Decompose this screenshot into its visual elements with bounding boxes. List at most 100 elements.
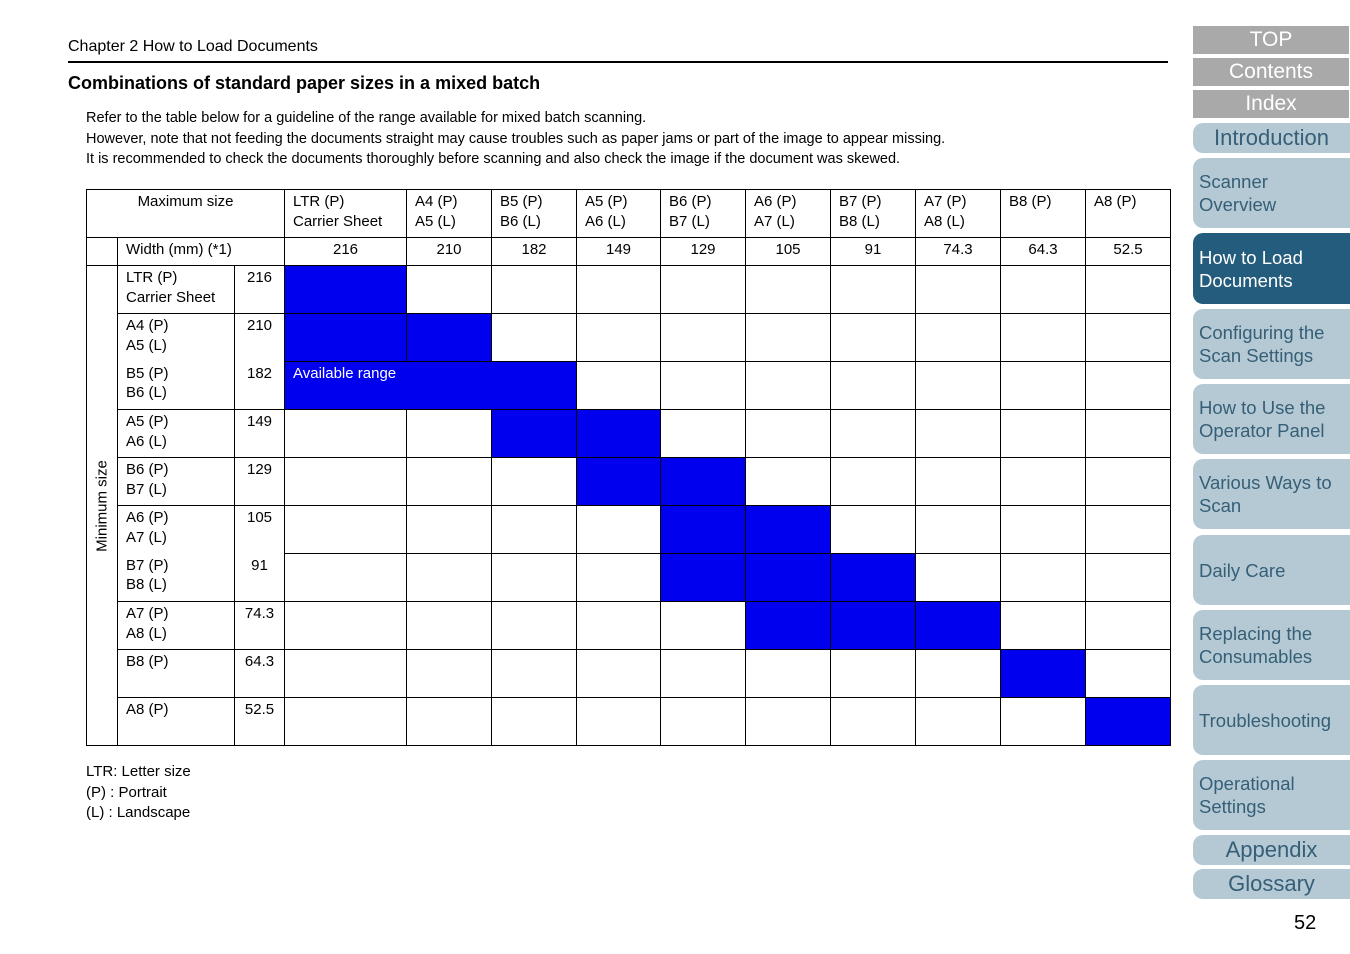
column-header: B5 (P) B6 (L) xyxy=(491,189,577,238)
nav-label-line: Scanner xyxy=(1199,171,1268,192)
empty-cell xyxy=(660,265,746,314)
nav-operational-settings[interactable]: Operational Settings xyxy=(1193,760,1350,830)
column-width-cell: 52.5 xyxy=(1085,237,1171,266)
empty-cell xyxy=(745,697,831,746)
empty-cell xyxy=(830,697,916,746)
nav-introduction[interactable]: Introduction xyxy=(1193,123,1350,153)
empty-cell xyxy=(745,361,831,410)
empty-cell xyxy=(830,649,916,698)
available-cell xyxy=(660,505,746,554)
empty-cell xyxy=(915,553,1001,602)
empty-cell xyxy=(830,505,916,554)
column-size-line2: A6 (L) xyxy=(585,212,626,230)
row-width-cell: 105 xyxy=(234,505,285,554)
empty-cell xyxy=(830,361,916,410)
intro-text: Refer to the table below for a guideline… xyxy=(86,108,945,170)
column-size: A7 (P) A8 (L) xyxy=(917,191,1000,234)
legend-landscape: (L) : Landscape xyxy=(86,804,191,821)
column-size-line1: A6 (P) xyxy=(754,193,797,210)
column-size-line2: A8 (L) xyxy=(924,212,965,230)
nav-replacing-consumables[interactable]: Replacing the Consumables xyxy=(1193,610,1350,680)
nav-label-line: Various Ways to xyxy=(1199,472,1332,493)
column-size-line2: B7 (L) xyxy=(669,212,710,230)
empty-cell xyxy=(1085,505,1171,554)
empty-cell xyxy=(660,409,746,458)
nav-appendix[interactable]: Appendix xyxy=(1193,835,1350,865)
column-size: B7 (P) B8 (L) xyxy=(832,191,915,234)
empty-cell xyxy=(1085,553,1171,602)
row-size-line2: A7 (L) xyxy=(126,528,167,546)
row-size-line2: B7 (L) xyxy=(126,480,167,498)
nav-scanner-overview[interactable]: Scanner Overview xyxy=(1193,158,1350,228)
column-size-line1: A8 (P) xyxy=(1094,193,1137,210)
nav-contents-button[interactable]: Contents xyxy=(1193,58,1349,86)
column-header: B8 (P) xyxy=(1000,189,1086,238)
nav-how-to-load-documents[interactable]: How to Load Documents xyxy=(1193,233,1350,304)
nav-top-button[interactable]: TOP xyxy=(1193,26,1349,54)
empty-cell xyxy=(284,553,407,602)
empty-cell xyxy=(830,313,916,362)
empty-cell xyxy=(915,649,1001,698)
nav-label-line: Settings xyxy=(1199,796,1266,817)
available-cell xyxy=(491,409,577,458)
column-size-line1: LTR (P) xyxy=(293,193,345,210)
empty-cell xyxy=(1085,313,1171,362)
empty-cell xyxy=(915,457,1001,506)
header-row-max: Maximum size LTR (P) Carrier Sheet A4 (P) A5… xyxy=(86,189,1171,238)
table-row: A8 (P) 52.5 xyxy=(87,697,1171,746)
empty-cell xyxy=(406,649,492,698)
empty-cell xyxy=(1000,505,1086,554)
available-cell xyxy=(284,313,407,362)
empty-cell xyxy=(1000,361,1086,410)
table-row: B7 (P) B8 (L) 91 xyxy=(87,553,1171,602)
empty-cell xyxy=(660,697,746,746)
column-size: A5 (P) A6 (L) xyxy=(578,191,660,234)
intro-line-2: However, note that not feeding the docum… xyxy=(86,130,946,147)
row-size-cell: A8 (P) xyxy=(117,697,235,746)
legend-portrait: (P) : Portrait xyxy=(86,783,167,801)
empty-cell xyxy=(576,649,661,698)
column-width: 182 xyxy=(521,241,547,258)
available-cell xyxy=(491,361,577,410)
column-header: A7 (P) A8 (L) xyxy=(915,189,1001,238)
empty-cell xyxy=(915,313,1001,362)
column-size-line2: Carrier Sheet xyxy=(293,212,383,230)
table-row: A5 (P) A6 (L) 149 xyxy=(87,409,1171,458)
row-size-line2: B6 (L) xyxy=(126,384,167,401)
nav-operator-panel[interactable]: How to Use the Operator Panel xyxy=(1193,384,1350,454)
legend-ltr: LTR: Letter size xyxy=(86,763,191,780)
empty-cell xyxy=(576,553,661,602)
column-size-line2: B6 (L) xyxy=(500,212,541,230)
nav-configuring-scan-settings[interactable]: Configuring the Scan Settings xyxy=(1193,309,1350,379)
nav-daily-care[interactable]: Daily Care xyxy=(1193,535,1350,605)
available-cell xyxy=(660,457,746,506)
empty-cell xyxy=(284,697,407,746)
table-row: A6 (P) A7 (L) 105 xyxy=(87,505,1171,554)
row-size-cell: B8 (P) xyxy=(117,649,235,698)
row-width: 129 xyxy=(246,461,273,478)
empty-cell xyxy=(1085,409,1171,458)
row-width-cell: 91 xyxy=(234,553,285,602)
chapter-heading: Chapter 2 How to Load Documents xyxy=(68,38,318,55)
column-width: 149 xyxy=(605,241,632,258)
nav-label-line: How to Use the xyxy=(1199,397,1326,418)
nav-various-ways-to-scan[interactable]: Various Ways to Scan xyxy=(1193,459,1350,529)
nav-glossary[interactable]: Glossary xyxy=(1193,869,1350,899)
row-width-cell: 182 xyxy=(234,361,285,410)
nav-troubleshooting[interactable]: Troubleshooting xyxy=(1193,685,1350,755)
row-width-cell: 64.3 xyxy=(234,649,285,698)
empty-cell xyxy=(284,601,407,650)
corner-cell xyxy=(86,237,118,266)
column-size-line1: B8 (P) xyxy=(1009,193,1052,210)
column-size: B5 (P) B6 (L) xyxy=(493,191,576,234)
column-size-line1: B6 (P) xyxy=(669,193,712,210)
available-cell xyxy=(406,313,492,362)
nav-label-line: Operational xyxy=(1199,773,1295,794)
row-size-cell: A5 (P) A6 (L) xyxy=(117,409,235,458)
empty-cell xyxy=(406,601,492,650)
column-size: LTR (P) Carrier Sheet xyxy=(286,191,406,234)
nav-index-button[interactable]: Index xyxy=(1193,90,1349,118)
empty-cell xyxy=(830,265,916,314)
table-row: A4 (P) A5 (L) 210 xyxy=(87,313,1171,362)
empty-cell xyxy=(284,409,407,458)
